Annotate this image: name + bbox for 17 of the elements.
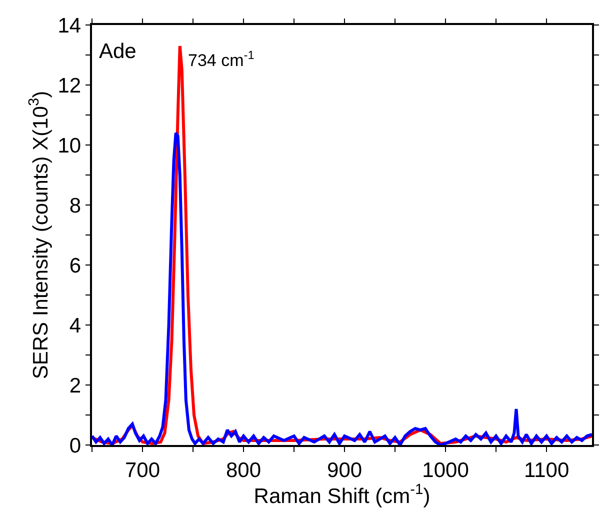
y-tick-label: 0 <box>69 434 82 458</box>
x-tick-label: 1100 <box>524 458 570 482</box>
line-series <box>92 132 592 445</box>
annotation: 734 cm$^{-1}$ <box>188 48 255 70</box>
y-tick-label: 6 <box>69 254 82 278</box>
annotation: Ade <box>99 40 136 63</box>
y-tick-label: 4 <box>69 314 82 338</box>
x-tick-label: 700 <box>124 458 160 482</box>
x-tick-label: 1000 <box>422 458 469 482</box>
x-tick-label: 900 <box>327 458 362 482</box>
x-tick-label: 800 <box>226 458 262 482</box>
y-tick-label: 14 <box>58 14 82 38</box>
y-tick-label: 12 <box>58 74 82 98</box>
x-axis-title: Raman Shift (cm$^{-1}$) <box>254 482 430 508</box>
y-tick-label: 10 <box>58 134 82 158</box>
y-tick-label: 2 <box>69 374 82 398</box>
y-tick-label: 8 <box>69 194 82 218</box>
